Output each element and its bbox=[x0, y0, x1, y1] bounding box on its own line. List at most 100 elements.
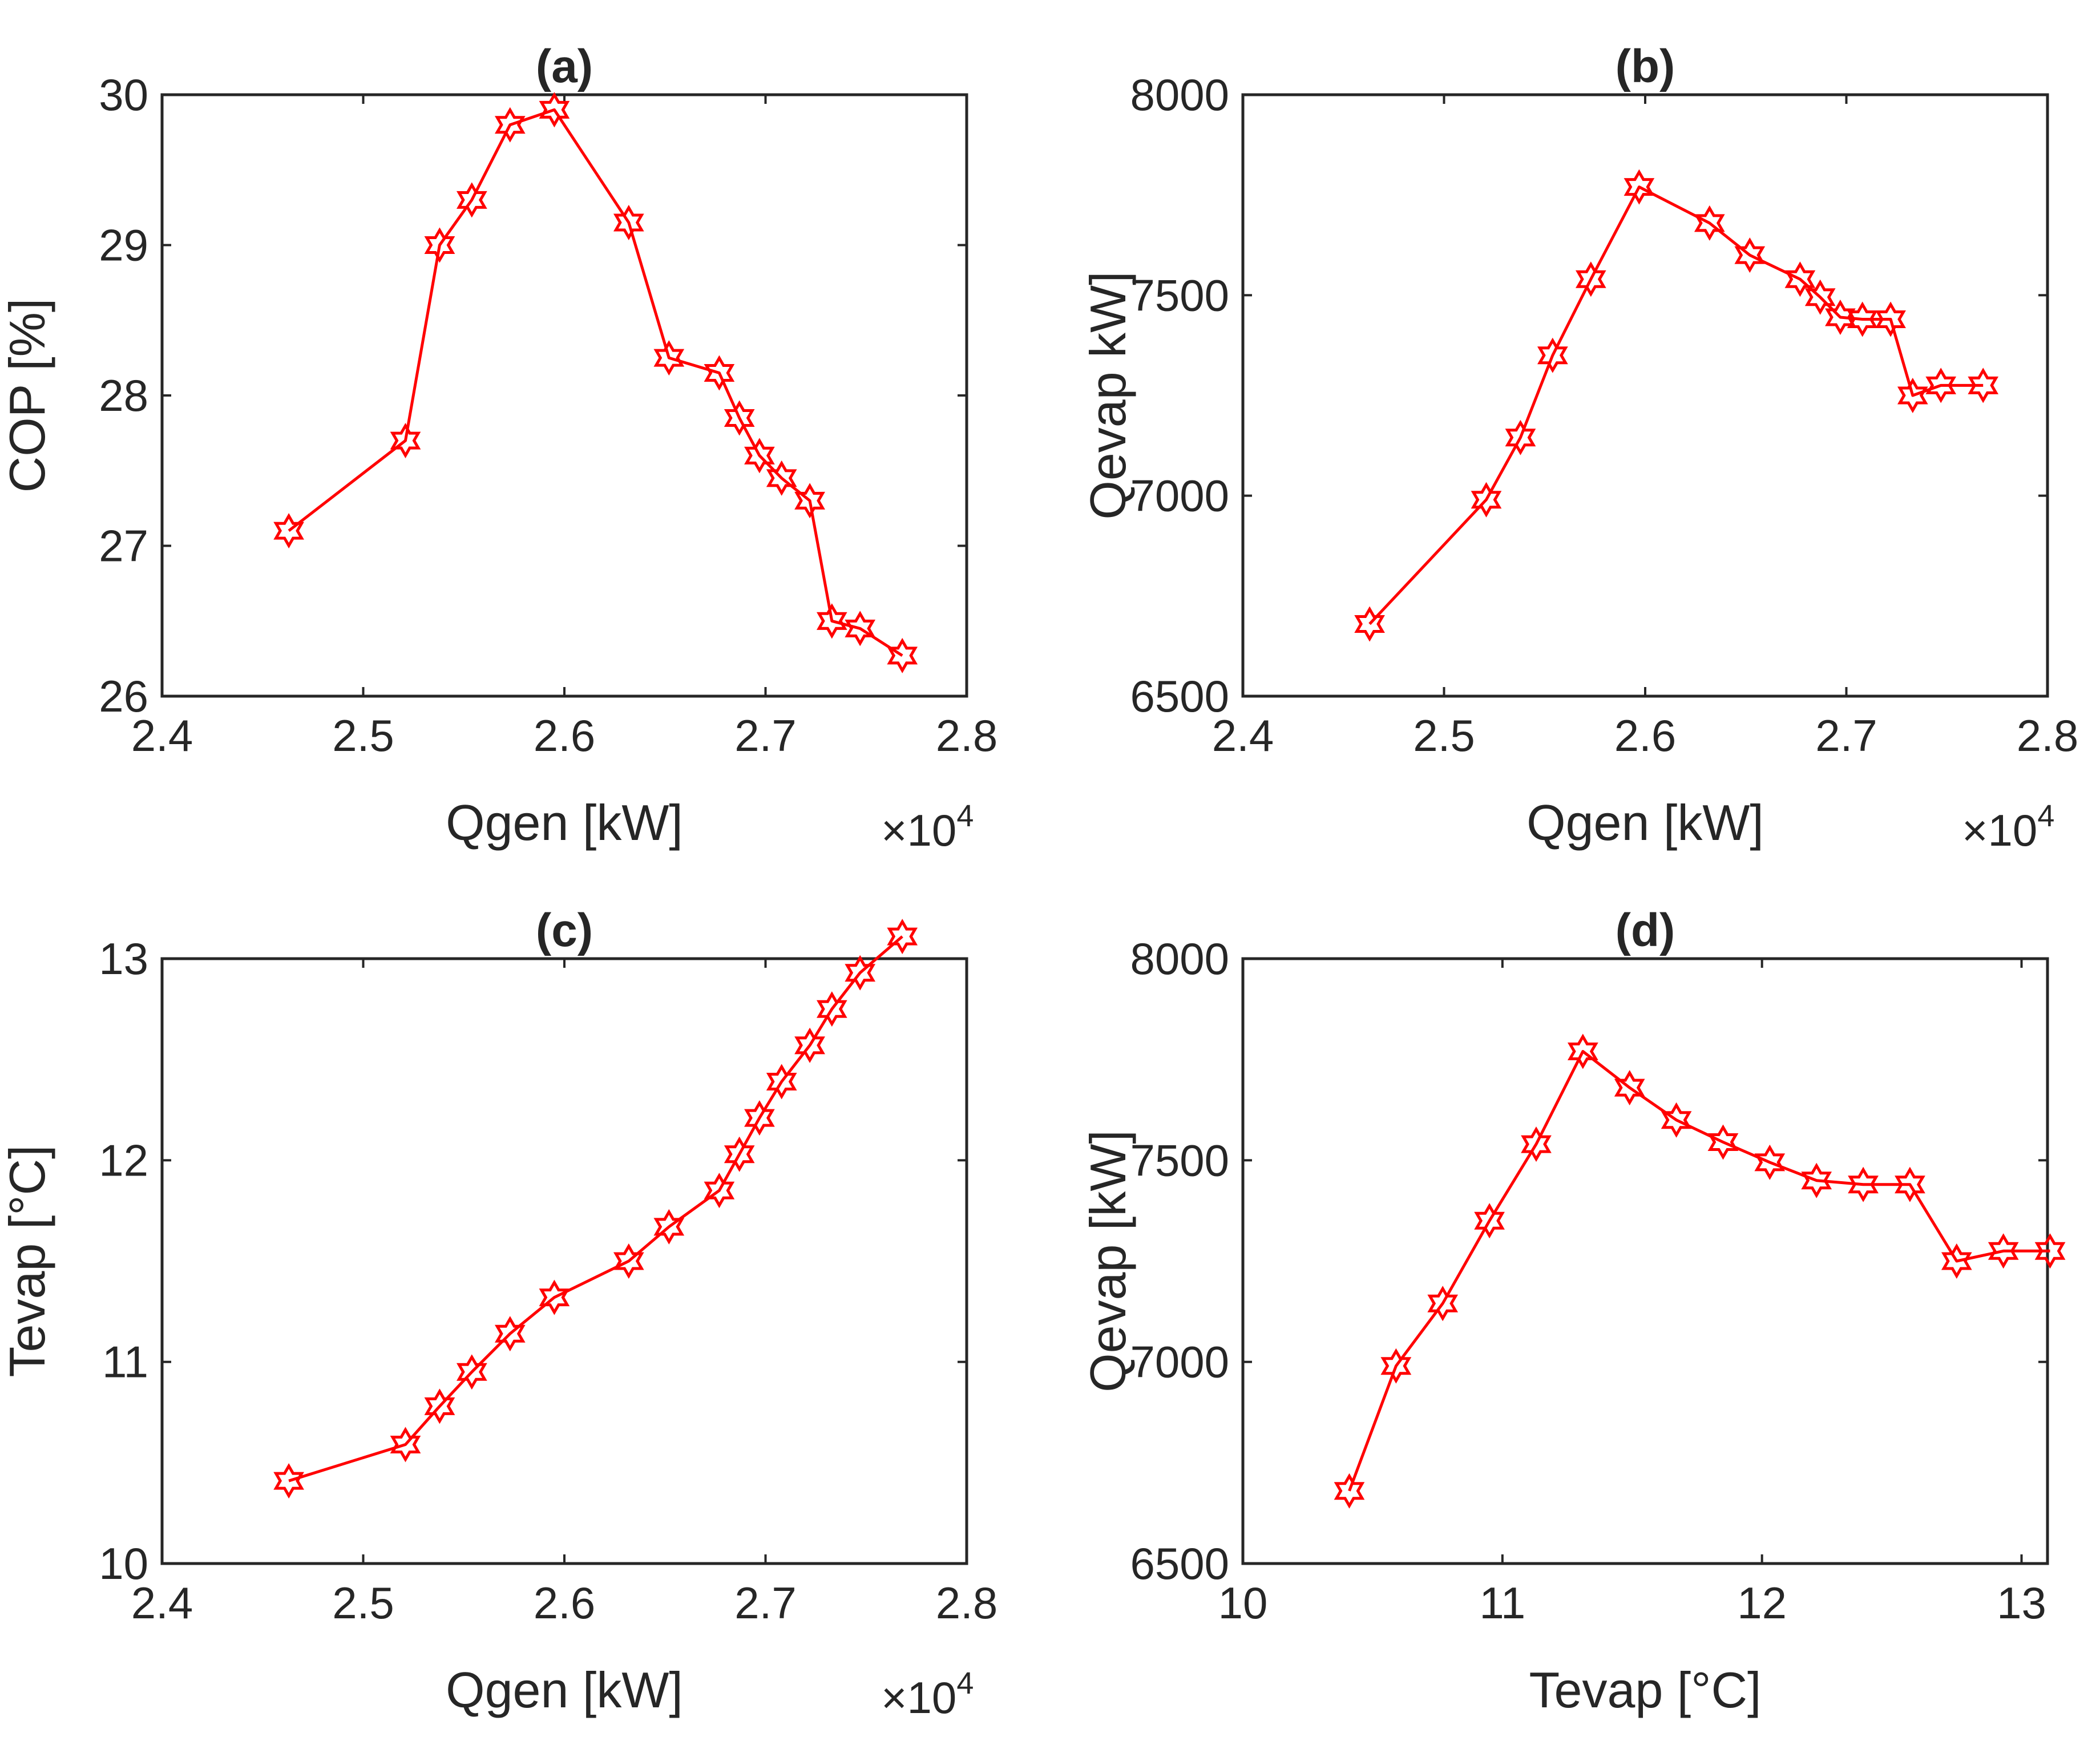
data-point-marker bbox=[794, 1027, 825, 1063]
data-point-marker bbox=[1988, 1233, 2019, 1269]
data-point-marker bbox=[1707, 1124, 1739, 1160]
y-tick-label: 7000 bbox=[1130, 471, 1229, 521]
data-point-marker bbox=[613, 204, 644, 241]
x-tick-label: 2.6 bbox=[1614, 710, 1676, 761]
series-line bbox=[1348, 1050, 2050, 1492]
panel-title: (b) bbox=[1616, 41, 1675, 92]
x-exponent-label: ×104 bbox=[1962, 799, 2054, 855]
data-point-marker bbox=[424, 227, 455, 263]
x-axis-label: Qgen [kW] bbox=[446, 794, 683, 851]
x-tick-label: 11 bbox=[1479, 1578, 1525, 1628]
data-point-marker bbox=[1575, 261, 1606, 297]
data-point-marker bbox=[390, 1427, 421, 1463]
y-tick-label: 7500 bbox=[1130, 270, 1229, 320]
data-point-marker bbox=[1968, 367, 1999, 403]
data-point-marker bbox=[794, 483, 825, 519]
x-tick-label: 2.4 bbox=[1212, 710, 1274, 761]
data-point-marker bbox=[1661, 1102, 1692, 1138]
y-tick-label: 8000 bbox=[1130, 934, 1229, 984]
data-point-marker bbox=[1941, 1243, 1972, 1279]
data-point-marker bbox=[653, 1209, 685, 1245]
y-tick-label: 8000 bbox=[1130, 70, 1229, 120]
data-point-marker bbox=[766, 1064, 797, 1100]
data-point-marker bbox=[1875, 301, 1906, 337]
data-point-marker bbox=[613, 1243, 644, 1279]
data-point-marker bbox=[539, 92, 570, 128]
data-point-marker bbox=[845, 611, 876, 647]
y-axis-label: COP [%] bbox=[0, 298, 55, 493]
data-point-marker bbox=[424, 1388, 455, 1424]
data-point-marker bbox=[1474, 1203, 1505, 1239]
data-point-marker bbox=[273, 1463, 304, 1499]
data-point-marker bbox=[1801, 1162, 1832, 1198]
y-tick-label: 13 bbox=[99, 934, 148, 984]
data-point-marker bbox=[845, 955, 876, 991]
series-line bbox=[288, 935, 903, 1482]
data-point-marker bbox=[1537, 337, 1568, 373]
panel-title: (a) bbox=[536, 41, 593, 92]
y-tick-label: 27 bbox=[99, 521, 148, 571]
x-exponent-power: 4 bbox=[2037, 799, 2054, 833]
data-point-marker bbox=[724, 400, 755, 436]
x-tick-label: 2.5 bbox=[332, 1578, 394, 1628]
x-tick-label: 2.4 bbox=[131, 1578, 193, 1628]
data-point-marker bbox=[1847, 301, 1878, 337]
panel-title: (d) bbox=[1616, 904, 1675, 956]
x-tick-label: 2.8 bbox=[936, 1578, 998, 1628]
data-point-marker bbox=[1848, 1166, 1879, 1202]
x-tick-label: 2.6 bbox=[534, 1578, 595, 1628]
data-point-marker bbox=[1925, 367, 1957, 403]
x-exponent-label: ×104 bbox=[881, 799, 974, 855]
data-point-marker bbox=[1895, 1166, 1925, 1202]
data-point-marker bbox=[2034, 1233, 2066, 1269]
y-tick-label: 28 bbox=[99, 370, 148, 421]
x-tick-label: 2.8 bbox=[936, 710, 998, 761]
data-point-marker bbox=[1505, 419, 1536, 455]
data-point-marker bbox=[724, 1136, 755, 1172]
data-point-marker bbox=[1754, 1144, 1786, 1180]
data-point-marker bbox=[1897, 377, 1928, 414]
data-point-marker bbox=[1427, 1286, 1459, 1322]
data-point-marker bbox=[1567, 1033, 1598, 1069]
panel-c: (c) 2.4 2.5 2.6 2.7 2.8 10 11 12 13 Qgen [kW] Tevap… bbox=[0, 904, 998, 1723]
x-exponent-label: ×104 bbox=[881, 1666, 974, 1723]
x-exponent-base: ×10 bbox=[881, 805, 956, 855]
y-tick-label: 7500 bbox=[1130, 1135, 1229, 1185]
data-point-marker bbox=[887, 637, 918, 673]
data-point-marker bbox=[1804, 279, 1836, 315]
y-tick-label: 29 bbox=[99, 220, 148, 270]
y-axis-label: Qevap kW] bbox=[1080, 271, 1136, 519]
panel-title: (c) bbox=[536, 904, 593, 956]
x-axis-label: Qgen [kW] bbox=[1526, 794, 1764, 851]
data-point-marker bbox=[887, 919, 918, 955]
x-exponent-power: 4 bbox=[956, 799, 974, 833]
panel-b: (b) 2.4 2.5 2.6 2.7 2.8 6500 7000 7500 8000 Qgen [… bbox=[1080, 41, 2078, 855]
y-tick-label: 10 bbox=[99, 1538, 148, 1589]
data-point-marker bbox=[1694, 205, 1725, 241]
x-tick-label: 2.4 bbox=[131, 710, 193, 761]
x-tick-label: 10 bbox=[1218, 1578, 1268, 1628]
data-point-marker bbox=[456, 1354, 487, 1390]
data-point-marker bbox=[456, 182, 487, 218]
panels: (a) 2.4 2.5 2.6 2.7 2.8 26 27 28 29 30 Qgen [kW] COP… bbox=[0, 41, 2078, 1723]
y-axis-label: Tevap [°C] bbox=[0, 1145, 55, 1378]
data-point-marker bbox=[1354, 606, 1385, 642]
data-point-marker bbox=[539, 1279, 570, 1315]
data-point-marker bbox=[704, 1173, 735, 1209]
data-point-marker bbox=[653, 340, 685, 376]
x-tick-label: 2.7 bbox=[734, 1578, 796, 1628]
data-point-marker bbox=[390, 423, 421, 459]
data-point-marker bbox=[744, 1100, 775, 1136]
x-tick-label: 2.5 bbox=[1413, 710, 1475, 761]
y-tick-label: 6500 bbox=[1130, 1538, 1229, 1589]
panel-d: (d) 10 11 12 13 6500 7000 7500 8000 Tevap [°C] Qev… bbox=[1080, 904, 2066, 1718]
x-tick-label: 2.7 bbox=[734, 710, 796, 761]
series-line bbox=[288, 108, 903, 657]
series-line bbox=[1368, 185, 1984, 625]
x-axis-label: Qgen [kW] bbox=[446, 1662, 683, 1718]
data-point-marker bbox=[1825, 299, 1856, 336]
x-tick-label: 2.8 bbox=[2017, 710, 2078, 761]
data-point-marker bbox=[494, 1316, 526, 1352]
